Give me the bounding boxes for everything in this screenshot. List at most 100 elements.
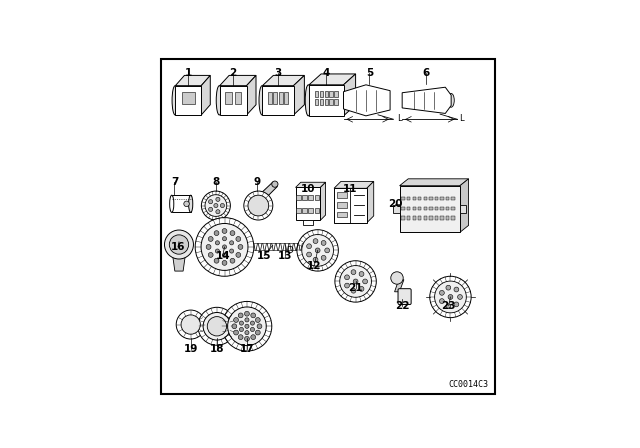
Circle shape xyxy=(181,315,200,334)
Circle shape xyxy=(239,327,243,332)
Circle shape xyxy=(448,294,453,299)
Circle shape xyxy=(234,330,239,335)
Text: 12: 12 xyxy=(307,261,321,271)
Ellipse shape xyxy=(172,86,179,115)
Bar xyxy=(401,216,405,220)
Bar xyxy=(399,186,460,232)
Circle shape xyxy=(232,324,237,329)
Circle shape xyxy=(245,318,249,322)
Text: 15: 15 xyxy=(257,250,271,261)
Bar xyxy=(435,207,438,210)
Circle shape xyxy=(440,299,444,303)
Circle shape xyxy=(215,249,220,253)
Circle shape xyxy=(228,307,266,345)
Polygon shape xyxy=(344,85,390,116)
Bar xyxy=(401,197,405,200)
Circle shape xyxy=(230,258,235,263)
Bar xyxy=(451,197,454,200)
Ellipse shape xyxy=(272,181,278,187)
Circle shape xyxy=(215,241,220,245)
Polygon shape xyxy=(321,182,326,220)
Bar xyxy=(445,216,449,220)
Polygon shape xyxy=(395,280,404,292)
Bar xyxy=(424,197,427,200)
Bar xyxy=(315,91,318,97)
Bar xyxy=(314,195,319,200)
Circle shape xyxy=(307,252,312,257)
Text: L: L xyxy=(459,114,464,123)
Circle shape xyxy=(230,249,234,253)
Polygon shape xyxy=(262,86,294,115)
Text: 13: 13 xyxy=(278,250,292,261)
Circle shape xyxy=(359,286,364,291)
Circle shape xyxy=(207,317,227,336)
Bar xyxy=(418,216,422,220)
Circle shape xyxy=(176,310,205,339)
Polygon shape xyxy=(309,74,356,85)
Circle shape xyxy=(351,270,356,275)
Circle shape xyxy=(435,281,467,313)
Circle shape xyxy=(222,302,272,351)
Circle shape xyxy=(321,241,326,246)
Bar xyxy=(296,187,321,220)
Circle shape xyxy=(209,207,212,211)
Bar xyxy=(315,99,318,105)
Circle shape xyxy=(238,335,243,340)
Bar xyxy=(334,99,338,105)
Circle shape xyxy=(223,253,227,257)
Circle shape xyxy=(244,311,250,316)
Circle shape xyxy=(321,255,326,260)
Bar xyxy=(225,92,232,104)
Circle shape xyxy=(344,283,349,288)
Ellipse shape xyxy=(340,92,347,109)
Circle shape xyxy=(458,294,462,299)
Text: 5: 5 xyxy=(366,68,373,78)
Text: 9: 9 xyxy=(253,177,261,187)
Bar xyxy=(407,207,410,210)
Bar xyxy=(407,216,410,220)
Circle shape xyxy=(248,195,269,216)
Text: 23: 23 xyxy=(442,301,456,310)
Bar xyxy=(234,92,241,104)
Circle shape xyxy=(214,203,218,207)
Bar xyxy=(284,92,288,104)
Bar xyxy=(445,197,449,200)
Circle shape xyxy=(250,321,255,325)
Polygon shape xyxy=(175,75,211,86)
Circle shape xyxy=(351,289,356,293)
Bar xyxy=(302,208,307,213)
Bar xyxy=(435,216,438,220)
Text: 21: 21 xyxy=(348,283,363,293)
Circle shape xyxy=(250,327,255,332)
Circle shape xyxy=(234,318,239,323)
Circle shape xyxy=(363,279,367,284)
Bar xyxy=(273,92,277,104)
Bar xyxy=(413,216,416,220)
Circle shape xyxy=(359,271,364,276)
Circle shape xyxy=(340,266,371,297)
Bar xyxy=(445,207,449,210)
Bar xyxy=(303,220,313,225)
Text: 10: 10 xyxy=(301,184,316,194)
Text: 18: 18 xyxy=(210,344,224,354)
Circle shape xyxy=(430,276,471,318)
Circle shape xyxy=(216,210,220,214)
Ellipse shape xyxy=(259,86,265,115)
Bar xyxy=(324,91,328,97)
Polygon shape xyxy=(309,85,344,116)
Circle shape xyxy=(440,290,444,295)
Circle shape xyxy=(335,261,376,302)
Circle shape xyxy=(391,272,403,284)
Bar xyxy=(330,91,333,97)
Polygon shape xyxy=(402,87,451,113)
Circle shape xyxy=(230,241,234,245)
Circle shape xyxy=(239,321,243,325)
Bar xyxy=(424,207,427,210)
Bar xyxy=(429,197,433,200)
Text: CC0014C3: CC0014C3 xyxy=(449,380,488,389)
Circle shape xyxy=(222,260,227,265)
Ellipse shape xyxy=(216,86,223,115)
Circle shape xyxy=(195,218,254,276)
Circle shape xyxy=(316,248,320,253)
Polygon shape xyxy=(460,179,468,232)
